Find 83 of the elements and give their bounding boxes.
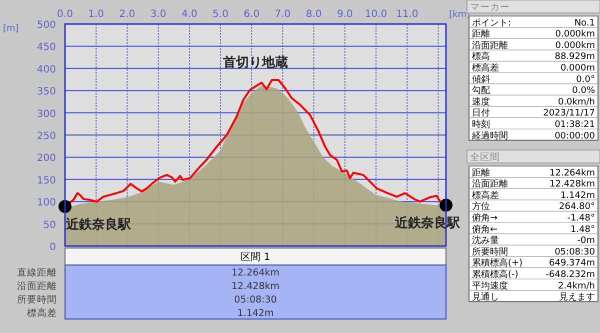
- text: 所要時間: [17, 294, 57, 306]
- y-axis-title: [m]: [3, 24, 19, 34]
- text: 所要時間: [472, 246, 508, 258]
- y-tick-label: 350: [36, 86, 56, 98]
- text: 2.4km/h: [558, 281, 595, 292]
- text: 0.0%: [572, 86, 596, 96]
- text: 1.48°: [570, 224, 595, 235]
- x-tick-label: 3.0: [150, 9, 166, 20]
- text: -1.48°: [567, 214, 595, 224]
- text: マーカー: [470, 2, 510, 13]
- x-tick-label: 4.0: [181, 9, 198, 20]
- y-tick-label: 50: [43, 220, 56, 231]
- y-tick-label: 100: [36, 198, 56, 209]
- annotation: 首切り地蔵: [222, 54, 288, 70]
- x-tick-label: 5.0: [212, 9, 228, 20]
- x-tick-label: 2.0: [119, 9, 136, 20]
- text: 0.0km/h: [558, 97, 595, 108]
- text: 勾配: [472, 85, 490, 96]
- text: 264.80°: [559, 202, 595, 212]
- text: 12.264km: [232, 268, 280, 278]
- text: 12.264km: [550, 168, 595, 178]
- text: 方位: [472, 201, 490, 212]
- text: 見通し: [472, 292, 499, 303]
- text: -648.232m: [546, 270, 595, 280]
- text: 沿面距離: [472, 40, 508, 51]
- text: 標高差: [27, 307, 57, 319]
- text: 直線距離: [17, 266, 57, 278]
- text: -0m: [577, 236, 595, 246]
- text: 標高差: [472, 190, 499, 201]
- text: 12.428km: [550, 180, 595, 190]
- text: 日付: [472, 108, 490, 119]
- text: 0.000m: [560, 64, 595, 74]
- text: 平均速度: [472, 280, 508, 292]
- x-tick-label: 0.0: [57, 9, 73, 20]
- text: 88.929m: [554, 52, 595, 62]
- text: 沈み量: [472, 235, 499, 246]
- y-tick-label: 0: [50, 242, 56, 253]
- text: 1.142m: [560, 190, 595, 201]
- text: 2023/11/17: [543, 108, 595, 119]
- y-tick-label: 400: [36, 64, 56, 76]
- text: 距離: [472, 167, 490, 178]
- x-tick-label: 1.0: [88, 9, 104, 20]
- text: 見えます: [559, 292, 595, 303]
- y-tick-label: 300: [36, 108, 56, 120]
- y-tick-label: 250: [36, 131, 56, 142]
- text: 0.000km: [555, 40, 595, 51]
- text: 俯角→: [472, 212, 498, 224]
- text: 累積標高(+): [472, 258, 523, 269]
- text: 標高差: [472, 62, 499, 74]
- text: 区間 1: [240, 252, 270, 263]
- text: No.1: [574, 18, 595, 28]
- text: 0.0°: [576, 74, 595, 85]
- x-tick-label: 8.0: [306, 9, 322, 20]
- text: 経過時間: [471, 130, 508, 142]
- text: 01:38:21: [554, 120, 595, 130]
- text: 12.428km: [232, 281, 280, 292]
- text: 05:08:30: [554, 247, 596, 258]
- annotation: 近鉄奈良駅: [65, 216, 132, 232]
- text: 俯角←: [472, 224, 498, 235]
- text: 累積標高(-): [472, 269, 518, 280]
- x-tick-label: 7.0: [274, 9, 291, 20]
- x-tick-label: 11.0: [396, 9, 418, 20]
- text: 1.142m: [237, 308, 274, 319]
- text: 沿面距離: [17, 280, 57, 292]
- x-tick-label: 6.0: [244, 9, 260, 20]
- text: 沿面距離: [472, 178, 508, 190]
- y-tick-label: 500: [36, 20, 56, 31]
- text: 距離: [472, 28, 490, 40]
- x-tick-label: 9.0: [336, 9, 353, 20]
- y-tick-label: 200: [36, 153, 56, 164]
- x-tick-label: 10.0: [364, 9, 388, 20]
- text: 時刻: [472, 119, 490, 130]
- text: 0.000km: [555, 30, 595, 40]
- text: 標高: [472, 51, 490, 62]
- text: 00:00:00: [554, 131, 596, 142]
- text: 全区間: [470, 151, 500, 163]
- y-tick-label: 450: [36, 42, 56, 54]
- text: ポイント:: [472, 18, 512, 28]
- text: 傾斜: [472, 74, 490, 85]
- text: 05:08:30: [234, 294, 277, 306]
- text: 速度: [472, 96, 490, 108]
- y-tick-label: 150: [36, 175, 56, 186]
- text: 649.374m: [549, 258, 595, 269]
